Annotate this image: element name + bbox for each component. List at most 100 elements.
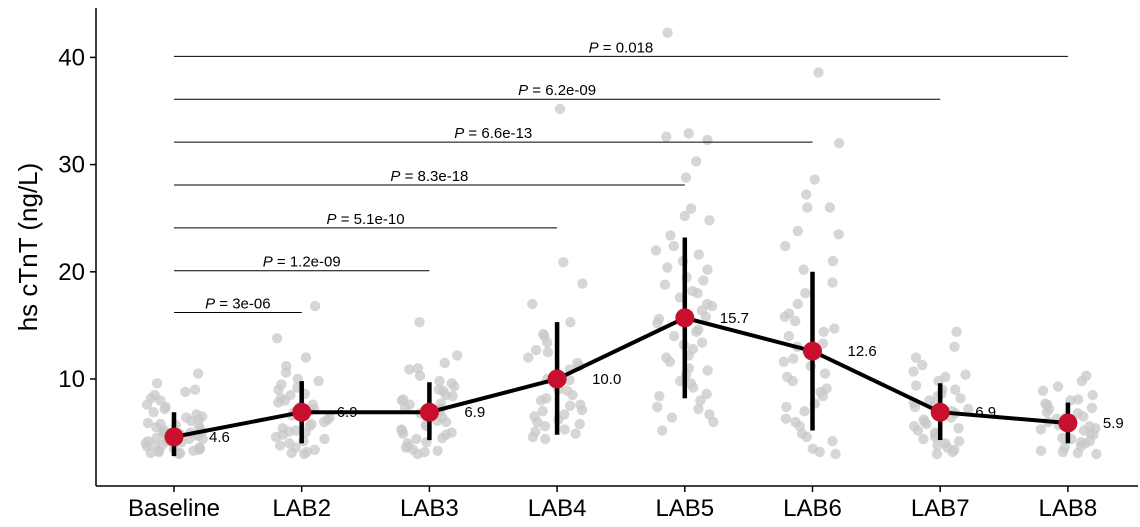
data-point bbox=[1057, 432, 1068, 444]
x-tick-label: LAB3 bbox=[400, 495, 459, 522]
data-point bbox=[693, 249, 704, 260]
y-tick-label: 30 bbox=[58, 152, 85, 179]
data-point bbox=[924, 395, 935, 406]
data-point bbox=[412, 363, 424, 374]
p-value-label: P = 3e-06 bbox=[205, 296, 270, 313]
data-point bbox=[674, 292, 685, 303]
data-point bbox=[788, 353, 799, 364]
mean-value-label: 4.6 bbox=[209, 429, 230, 446]
data-point bbox=[698, 275, 709, 286]
p-value-label: P = 6.2e-09 bbox=[518, 82, 596, 99]
data-point bbox=[940, 438, 951, 449]
data-point bbox=[665, 230, 676, 241]
data-point bbox=[452, 350, 463, 361]
data-point bbox=[319, 433, 330, 445]
data-point bbox=[271, 333, 283, 344]
data-point bbox=[824, 202, 836, 213]
comparison-brackets: P = 3e-06 P = 1.2e-09 P = 5.1e-10 P = 8.3e-… bbox=[174, 39, 1068, 314]
data-point bbox=[1086, 402, 1098, 414]
data-point bbox=[285, 389, 296, 401]
data-point bbox=[704, 215, 715, 226]
data-point bbox=[668, 240, 679, 252]
data-point bbox=[801, 189, 812, 200]
data-point bbox=[950, 384, 961, 395]
data-point bbox=[537, 406, 548, 417]
mean-marker bbox=[675, 308, 695, 328]
data-point bbox=[783, 330, 795, 342]
data-point bbox=[574, 418, 585, 430]
data-point bbox=[693, 403, 704, 415]
data-point bbox=[309, 300, 321, 312]
data-point bbox=[908, 366, 919, 377]
data-point bbox=[827, 436, 838, 447]
data-point bbox=[446, 378, 457, 389]
data-point bbox=[439, 357, 450, 369]
mean-marker bbox=[930, 402, 950, 422]
data-point bbox=[949, 341, 960, 352]
data-point bbox=[802, 202, 813, 213]
data-point bbox=[1037, 385, 1049, 396]
mean-value-label: 6.9 bbox=[975, 404, 996, 421]
y-tick-label: 20 bbox=[58, 259, 85, 286]
data-point bbox=[539, 421, 551, 432]
data-point bbox=[542, 347, 554, 358]
data-point bbox=[276, 379, 287, 390]
p-value-label: P = 8.3e-18 bbox=[390, 168, 468, 185]
data-point bbox=[559, 424, 570, 435]
data-point bbox=[778, 356, 789, 367]
data-point bbox=[704, 409, 715, 420]
data-point bbox=[1072, 447, 1084, 459]
data-point bbox=[662, 262, 673, 273]
data-point bbox=[148, 407, 159, 418]
data-point bbox=[666, 412, 678, 423]
data-point bbox=[782, 371, 793, 383]
data-point bbox=[800, 288, 811, 299]
data-point bbox=[194, 442, 205, 453]
data-point bbox=[307, 399, 318, 410]
data-point bbox=[539, 330, 550, 342]
y-tick-label: 10 bbox=[58, 366, 85, 393]
data-point bbox=[1087, 389, 1098, 401]
data-point bbox=[692, 288, 703, 299]
data-point bbox=[813, 67, 824, 78]
data-point bbox=[653, 313, 665, 325]
data-point bbox=[189, 384, 201, 395]
data-point bbox=[324, 412, 335, 423]
data-point bbox=[829, 323, 840, 334]
data-point bbox=[300, 352, 312, 363]
data-point bbox=[299, 448, 310, 460]
data-point bbox=[155, 418, 166, 430]
data-point bbox=[691, 156, 702, 167]
data-point bbox=[910, 352, 922, 363]
data-point bbox=[679, 210, 690, 222]
data-point bbox=[818, 326, 829, 337]
data-point bbox=[191, 409, 202, 420]
x-tick-label: LAB5 bbox=[655, 495, 714, 522]
mean-marker bbox=[1058, 413, 1078, 433]
data-point bbox=[554, 103, 566, 115]
data-point bbox=[654, 391, 665, 402]
jitter-points bbox=[140, 27, 1102, 460]
data-point bbox=[908, 421, 920, 432]
data-point bbox=[447, 391, 458, 402]
data-point bbox=[1091, 448, 1102, 460]
data-point bbox=[702, 134, 713, 146]
data-point bbox=[437, 412, 448, 423]
data-point bbox=[680, 172, 692, 183]
data-point bbox=[1035, 445, 1047, 456]
data-point bbox=[792, 225, 803, 237]
mean-value-label: 6.9 bbox=[464, 404, 485, 421]
x-tick-label: Baseline bbox=[128, 495, 220, 522]
data-point bbox=[404, 399, 415, 410]
data-point bbox=[541, 393, 552, 404]
data-point bbox=[1052, 381, 1064, 392]
data-point bbox=[685, 203, 697, 214]
data-point bbox=[309, 444, 320, 455]
data-point bbox=[181, 412, 192, 423]
data-point bbox=[274, 440, 286, 451]
mean-trend-line bbox=[173, 315, 1069, 439]
data-point bbox=[691, 326, 702, 337]
data-point bbox=[284, 438, 295, 449]
data-point bbox=[564, 374, 575, 386]
